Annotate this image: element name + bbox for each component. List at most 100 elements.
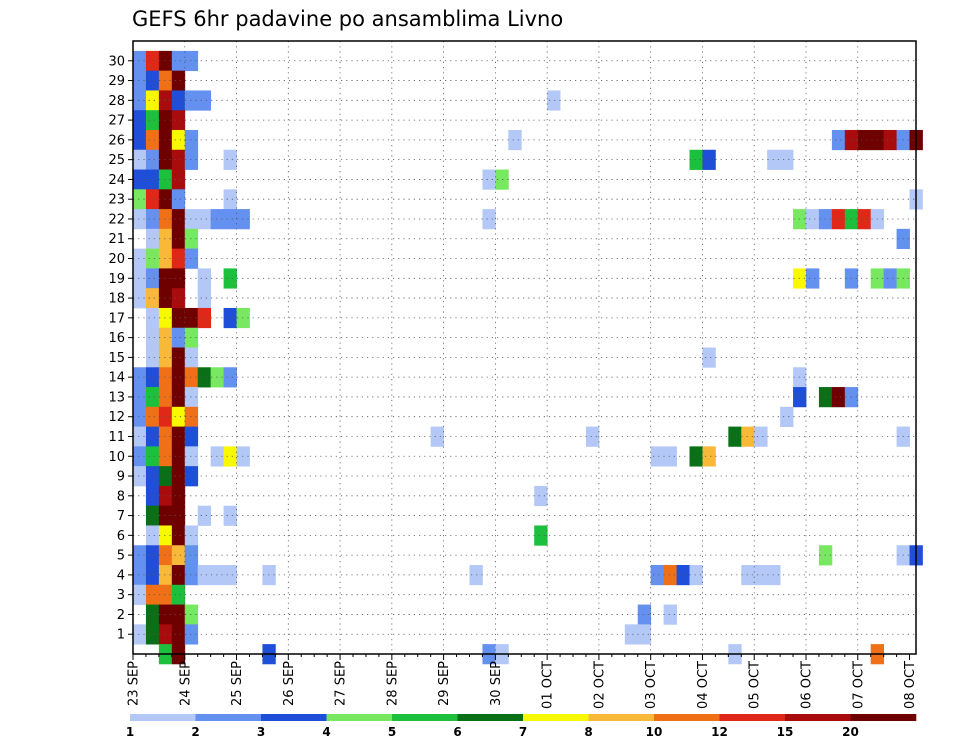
- colorbar-label: 15: [777, 725, 794, 739]
- x-tick-label: 01 OCT: [541, 661, 556, 709]
- heatmap-cell: [223, 307, 237, 329]
- colorbar-label: 1: [126, 725, 134, 739]
- heatmap-cell: [171, 466, 186, 487]
- heatmap-cell: [184, 466, 199, 487]
- heatmap-cell: [145, 426, 160, 447]
- heatmap-cell: [171, 149, 186, 170]
- heatmap-cell: [133, 248, 147, 269]
- colorbar-label: 6: [453, 725, 461, 739]
- heatmap-cell: [184, 545, 199, 566]
- heatmap-cell: [171, 485, 186, 507]
- heatmap-cell: [171, 426, 186, 447]
- y-tick-label: 2: [117, 608, 125, 623]
- heatmap-cell: [883, 268, 897, 289]
- y-tick-label: 27: [108, 114, 125, 129]
- heatmap-cell: [158, 50, 173, 72]
- x-tick-label: 08 OCT: [903, 661, 918, 709]
- heatmap-cell: [184, 604, 199, 625]
- heatmap-cell: [534, 525, 548, 546]
- colorbar-swatch: [588, 714, 655, 721]
- colorbar-label: 10: [646, 725, 663, 739]
- heatmap-cell: [133, 426, 147, 447]
- heatmap-cell: [637, 624, 652, 645]
- heatmap-cell: [171, 50, 186, 72]
- x-tick-label: 04 OCT: [696, 661, 711, 709]
- heatmap-cell: [223, 565, 237, 586]
- heatmap-cell: [883, 129, 897, 151]
- heatmap-cell: [663, 446, 677, 467]
- heatmap-cell: [145, 149, 160, 170]
- heatmap-cell: [133, 387, 147, 408]
- y-tick-label: 17: [108, 311, 125, 326]
- colorbar-swatch: [130, 714, 196, 721]
- heatmap-cell: [184, 624, 199, 645]
- heatmap-cell: [534, 485, 548, 507]
- heatmap-cell: [171, 624, 186, 645]
- heatmap-cell: [624, 624, 639, 645]
- heatmap-cell: [171, 307, 186, 329]
- heatmap-cell: [133, 446, 147, 467]
- heatmap-cell: [158, 387, 173, 408]
- heatmap-cell: [158, 604, 173, 625]
- heatmap-cell: [171, 545, 186, 566]
- heatmap-cell: [184, 426, 199, 447]
- heatmap-cell: [197, 209, 212, 230]
- heatmap-cell: [197, 367, 212, 388]
- heatmap-cell: [184, 525, 199, 546]
- heatmap-cell: [145, 90, 160, 111]
- heatmap-cell: [145, 50, 160, 72]
- heatmap-cell: [145, 624, 160, 645]
- heatmap-cell: [145, 525, 160, 546]
- x-tick-label: 25 SEP: [230, 661, 245, 706]
- heatmap-cell: [133, 70, 147, 91]
- heatmap-cell: [754, 426, 768, 447]
- heatmap-cell: [158, 565, 173, 586]
- heatmap-cell: [184, 228, 199, 250]
- heatmap-cell: [171, 228, 186, 250]
- heatmap-cell: [145, 129, 160, 151]
- heatmap-cell: [158, 367, 173, 388]
- heatmap-cell: [158, 584, 173, 605]
- heatmap-cell: [223, 209, 237, 230]
- heatmap-cell: [171, 209, 186, 230]
- heatmap-cell: [171, 367, 186, 388]
- heatmap-cell: [767, 149, 781, 170]
- heatmap-cell: [145, 110, 160, 131]
- colorbar-swatch: [326, 714, 393, 721]
- y-tick-label: 22: [108, 212, 125, 227]
- y-tick-label: 14: [108, 371, 125, 386]
- heatmap-cell: [145, 406, 160, 427]
- colorbar-label: 8: [584, 725, 592, 739]
- heatmap-cell: [158, 90, 173, 111]
- x-tick-label: 02 OCT: [592, 661, 607, 709]
- heatmap-cell: [184, 248, 199, 269]
- heatmap-cell: [171, 387, 186, 408]
- heatmap-cell: [184, 387, 199, 408]
- x-axis-ticks: 23 SEP 24 SEP 25 SEP 26 SEP 27 SEP 28 SEP 29 S…: [127, 654, 918, 709]
- heatmap-cell: [145, 485, 160, 507]
- heatmap-cell: [171, 327, 186, 348]
- heatmap-cell: [741, 565, 755, 586]
- y-tick-label: 13: [108, 390, 125, 405]
- colorbar-swatch: [195, 714, 262, 721]
- y-tick-label: 5: [117, 549, 125, 564]
- heatmap-cell: [158, 505, 173, 526]
- heatmap-cell: [145, 604, 160, 625]
- heatmap-cell: [133, 565, 147, 586]
- heatmap-cell: [145, 327, 160, 348]
- heatmap-cell: [145, 228, 160, 250]
- heatmap-cell: [158, 149, 173, 170]
- heatmap-cell: [171, 505, 186, 526]
- heatmap-cell: [171, 248, 186, 269]
- heatmap-cell: [145, 367, 160, 388]
- heatmap-cell: [805, 209, 820, 230]
- y-tick-label: 8: [117, 489, 125, 504]
- heatmap-cell: [689, 565, 703, 586]
- heatmap-cell: [158, 169, 173, 190]
- x-tick-label: 26 SEP: [282, 661, 297, 706]
- heatmap-cell: [728, 426, 742, 447]
- heatmap-cell: [158, 347, 173, 368]
- chart-title: GEFS 6hr padavine po ansamblima Livno: [132, 7, 563, 31]
- heatmap-cell: [158, 288, 173, 309]
- heatmap-cell: [689, 149, 703, 170]
